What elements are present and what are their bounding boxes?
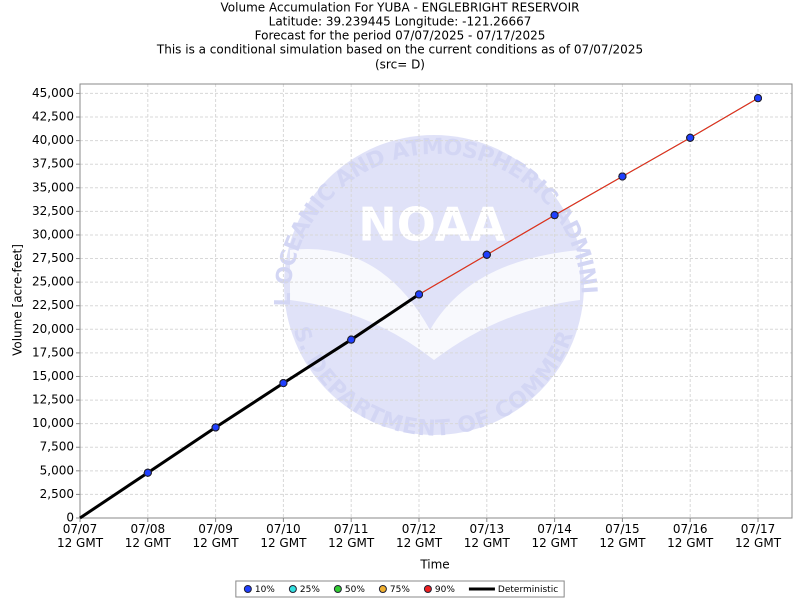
watermark-gull <box>290 249 580 360</box>
legend-swatch <box>243 585 252 593</box>
chart-subtitle: This is a conditional simulation based o… <box>156 43 643 57</box>
legend-label: 10% <box>255 585 275 595</box>
y-tick-label: 25,000 <box>32 275 74 289</box>
x-tick-label: 07/16 12 GMT <box>667 522 714 550</box>
x-tick-label: 07/14 12 GMT <box>531 522 578 550</box>
legend-swatch <box>333 585 342 593</box>
series-marker <box>482 250 491 259</box>
x-tick-label: 07/12 12 GMT <box>395 522 443 550</box>
x-tick-label: 07/15 12 GMT <box>599 522 646 550</box>
legend-label: 25% <box>300 585 320 595</box>
legend-label: 50% <box>345 585 365 595</box>
series-marker <box>686 133 695 142</box>
legend: 10% 25% 50% 75% 90% Deterministic <box>235 580 565 598</box>
y-tick-label: 37,500 <box>32 157 74 171</box>
y-tick-label: 35,000 <box>32 180 74 194</box>
x-tick-label: 07/09 12 GMT <box>192 522 239 550</box>
series-marker <box>550 211 559 220</box>
watermark-logo: NOAA <box>358 198 506 252</box>
y-tick-label: 15,000 <box>32 369 74 383</box>
legend-item: 90% <box>423 585 455 595</box>
y-tick-label: 10,000 <box>32 416 74 430</box>
x-tick-label: 07/10 12 GMT <box>260 522 307 550</box>
legend-swatch <box>423 585 432 593</box>
y-tick-label: 22,500 <box>32 298 74 312</box>
x-tick-label: 07/08 12 GMT <box>124 522 171 550</box>
y-tick-label: 12,500 <box>32 393 74 407</box>
legend-item: 25% <box>288 585 320 595</box>
y-axis-label: Volume [acre-feet] <box>11 244 25 356</box>
chart-subtitle: (src= D) <box>375 58 425 72</box>
legend-item: 10% <box>243 585 275 595</box>
legend-label: Deterministic <box>498 585 558 595</box>
chart-subtitle: Latitude: 39.239445 Longitude: -121.2666… <box>269 15 532 29</box>
y-tick-label: 40,000 <box>32 133 74 147</box>
x-tick-label: 07/13 12 GMT <box>463 522 510 550</box>
y-tick-label: 7,500 <box>40 440 74 454</box>
legend-item: 75% <box>378 585 410 595</box>
y-tick-label: 5,000 <box>40 463 74 477</box>
watermark: NATIONAL OCEANIC AND ATMOSPHERIC ADMINIS… <box>0 0 601 442</box>
watermark-emblem <box>284 135 584 435</box>
x-axis-label: Time <box>419 558 449 572</box>
series-marker <box>754 94 762 103</box>
x-tick-label: 07/07 12 GMT <box>56 522 104 550</box>
series-marker <box>279 379 288 388</box>
y-tick-label: 27,500 <box>32 251 74 265</box>
y-tick-label: 17,500 <box>32 345 74 359</box>
x-tick-label: 07/17 12 GMT <box>734 522 782 550</box>
legend-swatch <box>288 585 297 593</box>
y-tick-label: 45,000 <box>32 86 74 100</box>
y-tick-label: 32,500 <box>32 204 74 218</box>
x-tick-label: 07/11 12 GMT <box>328 522 375 550</box>
y-tick-label: 20,000 <box>32 322 74 336</box>
y-tick-label: 0 <box>66 511 74 525</box>
legend-label: 75% <box>390 585 410 595</box>
chart-subtitle: Forecast for the period 07/07/2025 - 07/… <box>255 29 546 43</box>
deterministic-line <box>79 293 420 520</box>
legend-label: 90% <box>435 585 455 595</box>
series-marker <box>618 172 627 181</box>
plot-frame <box>79 83 793 519</box>
y-tick-label: 42,500 <box>32 110 74 124</box>
chart-title: Volume Accumulation For YUBA - ENGLEBRIG… <box>221 1 580 15</box>
series-marker <box>347 335 356 344</box>
legend-item: Deterministic <box>468 585 558 595</box>
series-marker <box>143 468 152 477</box>
legend-box <box>235 580 565 598</box>
y-tick-label: 30,000 <box>32 227 74 241</box>
legend-swatch <box>378 585 387 593</box>
y-tick-label: 2,500 <box>40 487 74 501</box>
series-marker <box>211 423 220 432</box>
series-marker <box>415 290 423 299</box>
legend-item: 50% <box>333 585 365 595</box>
